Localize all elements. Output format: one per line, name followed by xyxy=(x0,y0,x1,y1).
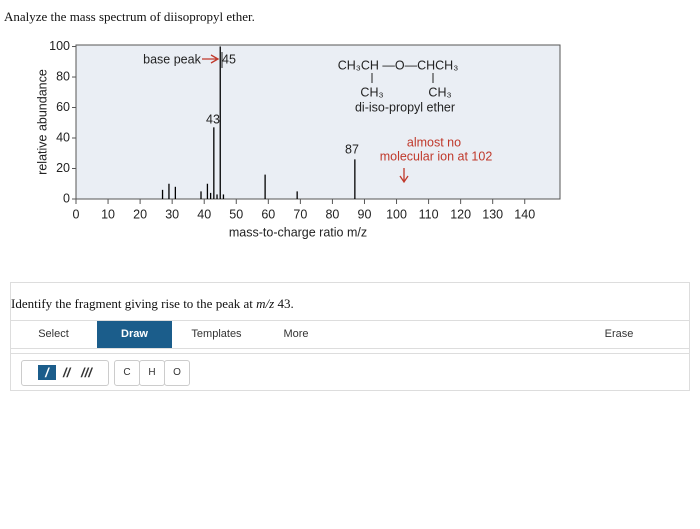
arrow xyxy=(202,54,220,64)
prompt: Identify the fragment giving rise to the… xyxy=(11,296,294,312)
plot-area xyxy=(75,44,561,200)
annotation: CH₃CH —O—CHCH₃ xyxy=(338,58,459,72)
toolbar: Select Draw Templates More Erase xyxy=(11,320,689,349)
x-tick-label: 140 xyxy=(514,207,535,221)
x-tick-label: 100 xyxy=(386,207,407,221)
x-tick-label: 10 xyxy=(101,207,115,221)
atom-button[interactable]: O xyxy=(164,360,190,386)
y-tick-label: 60 xyxy=(56,100,70,114)
templates-button[interactable]: Templates xyxy=(191,328,242,340)
x-tick-label: 130 xyxy=(482,207,503,221)
bond xyxy=(371,73,434,83)
annotation: molecular ion at 102 xyxy=(380,149,493,163)
annotation: almost no xyxy=(407,135,461,149)
annotation: CH₃ xyxy=(360,85,383,99)
x-tick-label: 50 xyxy=(229,207,243,221)
x-tick-label: 70 xyxy=(293,207,307,221)
answer-panel: Identify the fragment giving rise to the… xyxy=(10,282,690,391)
prompt-text: 43. xyxy=(274,296,294,311)
y-tick-label: 100 xyxy=(49,39,70,53)
x-tick-label: 30 xyxy=(165,207,179,221)
x-tick-label: 20 xyxy=(133,207,147,221)
y-tick-label: 80 xyxy=(56,69,70,83)
draw-button[interactable]: Draw xyxy=(97,321,172,348)
arrow xyxy=(399,168,409,184)
x-tick-label: 90 xyxy=(358,207,372,221)
question: Analyze the mass spectrum of diisopropyl… xyxy=(4,9,255,24)
y-tick-label: 0 xyxy=(63,191,70,205)
x-tick-label: 0 xyxy=(73,207,80,221)
prompt-em: m/z xyxy=(256,296,275,311)
annotation: base peak xyxy=(143,52,201,66)
bond-tools[interactable]: / // /// xyxy=(21,360,109,386)
y-tick-label: 20 xyxy=(56,161,70,175)
atom-button[interactable]: C xyxy=(114,360,140,386)
x-axis-label: mass-to-charge ratio m/z xyxy=(229,225,367,239)
y-axis-label: relative abundance xyxy=(35,69,49,175)
x-tick-label: 110 xyxy=(419,207,439,221)
atom-button[interactable]: H xyxy=(139,360,165,386)
x-tick-label: 60 xyxy=(261,207,275,221)
x-tick-label: 80 xyxy=(325,207,339,221)
prompt-text: Identify the fragment giving rise to the… xyxy=(11,296,257,311)
y-tick-label: 40 xyxy=(56,130,70,144)
annotation: CH₃ xyxy=(428,85,451,99)
x-tick-label: 120 xyxy=(450,207,471,221)
annotation: 87 xyxy=(345,142,359,156)
annotation: 45 xyxy=(222,52,236,66)
erase-button[interactable]: Erase xyxy=(604,328,634,340)
annotation: di-iso-propyl ether xyxy=(355,100,455,114)
x-tick-label: 40 xyxy=(197,207,211,221)
annotation: 43 xyxy=(206,112,220,126)
chart: 0 20 40 60 80 100 0 10 20 30 40 50 60 70 80 90 100 110 120… xyxy=(35,39,561,239)
select-button[interactable]: Select xyxy=(38,328,69,340)
more-button[interactable]: More xyxy=(283,328,309,340)
